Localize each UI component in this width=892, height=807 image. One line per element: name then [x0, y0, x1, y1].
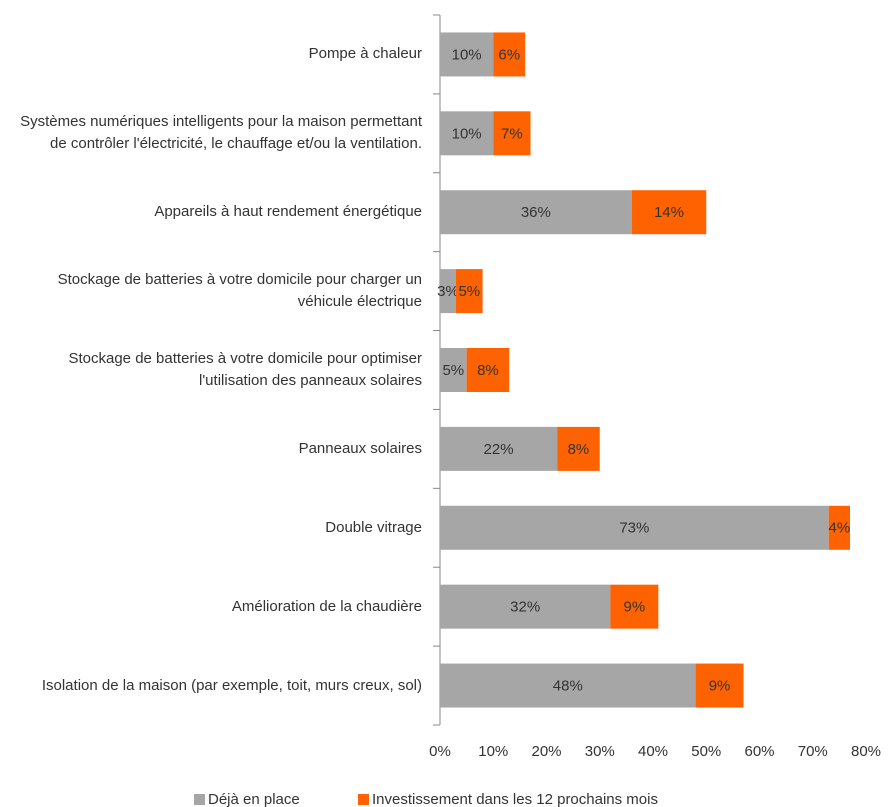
category-label: Double vitrage — [0, 488, 422, 567]
category-label: Amélioration de la chaudière — [0, 567, 422, 646]
data-label: 4% — [829, 520, 851, 537]
category-text: Pompe à chaleur — [308, 45, 422, 63]
legend-swatch — [194, 794, 205, 805]
data-label: 10% — [452, 125, 482, 142]
data-label: 5% — [458, 283, 480, 300]
bar-segment — [493, 111, 531, 156]
x-tick-label: 70% — [798, 743, 828, 760]
legend-label: Déjà en place — [208, 791, 300, 807]
bar-segment — [440, 663, 696, 708]
data-label: 6% — [498, 46, 520, 63]
data-label: 8% — [568, 441, 590, 458]
category-text: Amélioration de la chaudière — [231, 597, 422, 615]
category-label: Appareils à haut rendement énergétique — [0, 173, 422, 252]
bar-segment — [440, 426, 558, 471]
category-label: Isolation de la maison (par exemple, toi… — [0, 646, 422, 725]
category-label: Systèmes numériques intelligents pour la… — [0, 94, 422, 173]
x-tick-label: 0% — [429, 743, 451, 760]
category-text: Stockage de batteries à votre domicile p… — [57, 271, 422, 311]
bar-segment — [610, 584, 659, 629]
category-text: Double vitrage — [325, 518, 422, 536]
category-label: Stockage de batteries à votre domicile p… — [0, 252, 422, 331]
x-tick-label: 60% — [744, 743, 774, 760]
x-tick-label: 80% — [851, 743, 881, 760]
data-label: 73% — [619, 520, 649, 537]
data-label: 48% — [553, 678, 583, 695]
category-text: Systèmes numériques intelligents pour la… — [20, 113, 422, 153]
data-label: 22% — [484, 441, 514, 458]
data-label: 9% — [624, 599, 646, 616]
data-label: 36% — [521, 204, 551, 221]
bar-segment — [695, 663, 744, 708]
data-label: 3% — [437, 283, 459, 300]
category-text: Appareils à haut rendement énergétique — [154, 203, 422, 221]
category-text: Panneaux solaires — [298, 439, 422, 457]
category-text: Stockage de batteries à votre domicile p… — [68, 349, 422, 389]
x-tick-label: 30% — [585, 743, 615, 760]
category-label: Pompe à chaleur — [0, 15, 422, 94]
bar-segment — [493, 32, 526, 77]
data-label: 8% — [477, 362, 499, 379]
bar-segment — [631, 190, 707, 235]
category-label: Panneaux solaires — [0, 409, 422, 488]
x-tick-label: 10% — [478, 743, 508, 760]
data-label: 9% — [709, 678, 731, 695]
bar-segment — [455, 269, 483, 314]
legend-label: Investissement dans les 12 prochains moi… — [372, 791, 658, 807]
category-label: Stockage de batteries à votre domicile p… — [0, 331, 422, 410]
bar-segment — [440, 32, 494, 77]
bar-segment — [557, 426, 600, 471]
category-text: Isolation de la maison (par exemple, toi… — [41, 676, 422, 694]
bar-segment — [440, 269, 456, 314]
bar-segment — [828, 505, 851, 550]
bar-segment — [466, 348, 510, 392]
data-label: 7% — [501, 125, 523, 142]
x-tick-label: 50% — [691, 743, 721, 760]
bar-segment — [440, 348, 467, 392]
bar-segment — [440, 584, 611, 629]
data-label: 10% — [452, 46, 482, 63]
data-label: 5% — [442, 362, 464, 379]
legend-swatch — [358, 794, 369, 805]
bar-segment — [440, 505, 829, 550]
bar-segment — [440, 111, 494, 156]
bar-segment — [440, 190, 632, 235]
x-tick-label: 40% — [638, 743, 668, 760]
x-tick-label: 20% — [531, 743, 561, 760]
data-label: 32% — [510, 599, 540, 616]
data-label: 14% — [654, 204, 684, 221]
